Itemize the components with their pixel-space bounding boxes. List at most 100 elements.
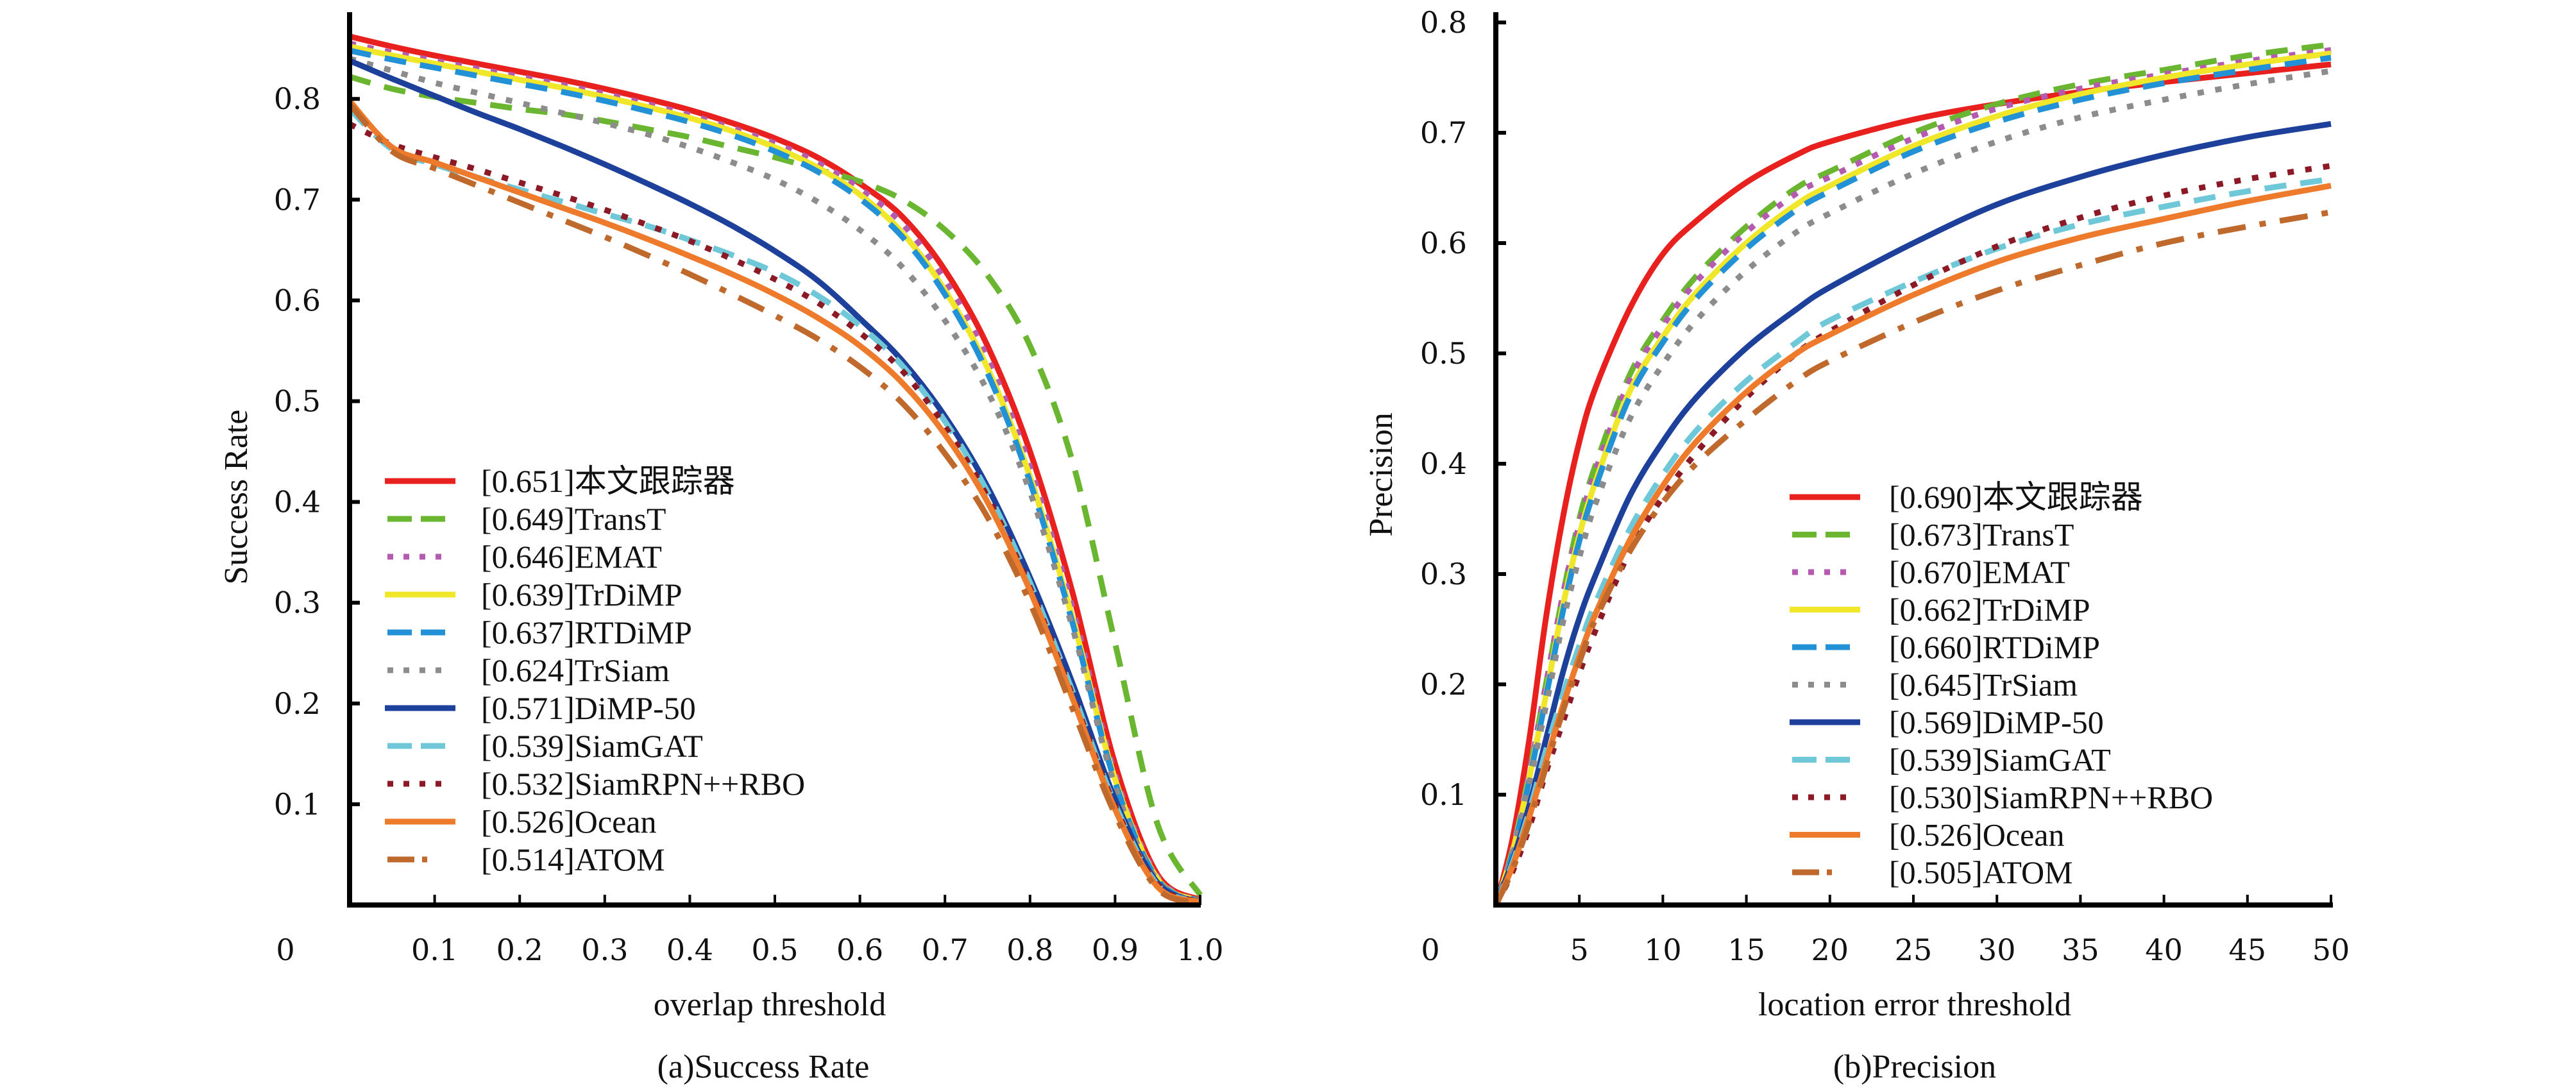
legend-item: [0.624]TrSiam bbox=[387, 652, 670, 688]
y-tick-label: 0.3 bbox=[274, 586, 321, 620]
series-line-atom bbox=[347, 102, 1201, 906]
y-axis-label: Success Rate bbox=[218, 410, 255, 585]
legend-label: [0.662]TrDiMP bbox=[1889, 592, 2090, 628]
y-tick-label: 0.1 bbox=[274, 787, 321, 822]
legend-item: [0.670]EMAT bbox=[1792, 554, 2070, 590]
y-tick-label: 0.7 bbox=[274, 182, 321, 217]
y-tick-label: 0.8 bbox=[1420, 5, 1467, 40]
y-tick-label: 0.2 bbox=[1420, 667, 1467, 702]
legend-label: [0.530]SiamRPN++RBO bbox=[1889, 779, 2213, 815]
legend-label: [0.539]SiamGAT bbox=[481, 728, 703, 764]
x-tick-label: 15 bbox=[1727, 933, 1765, 967]
x-tick-label: 40 bbox=[2145, 933, 2183, 967]
legend-label: [0.505]ATOM bbox=[1889, 854, 2073, 890]
series-line-trsiam bbox=[348, 56, 1201, 904]
y-tick-label: 0.1 bbox=[1420, 777, 1467, 812]
x-tick-label: 0.9 bbox=[1092, 933, 1139, 967]
legend-item: [0.526]Ocean bbox=[385, 804, 657, 840]
y-tick-label: 0.5 bbox=[274, 384, 321, 419]
x-tick-label: 30 bbox=[1978, 933, 2016, 967]
series-line-siamgat bbox=[1493, 176, 2332, 906]
legend-label: [0.649]TransT bbox=[481, 501, 666, 537]
x-tick-label: 0.5 bbox=[751, 933, 798, 967]
y-tick-label: 0.6 bbox=[1420, 226, 1467, 260]
y-tick-label: 0.6 bbox=[274, 283, 321, 317]
legend-item: [0.690]本文跟踪器 bbox=[1790, 479, 2143, 515]
series-line-siamrpn-rbo bbox=[1493, 163, 2332, 907]
legend-label: [0.646]EMAT bbox=[481, 539, 662, 575]
legend-label: [0.673]TransT bbox=[1889, 517, 2074, 553]
x-tick-label: 25 bbox=[1895, 933, 1933, 967]
legend-item: [0.637]RTDiMP bbox=[387, 614, 692, 650]
series-line-atom bbox=[1493, 209, 2332, 906]
origin-label: 0 bbox=[1421, 933, 1439, 967]
legend-item: [0.651]本文跟踪器 bbox=[385, 463, 735, 499]
chart-caption: (a)Success Rate bbox=[657, 1049, 870, 1085]
x-axis-label: overlap threshold bbox=[654, 986, 886, 1023]
series-line-dimp-50 bbox=[1493, 121, 2332, 906]
x-axis-label: location error threshold bbox=[1758, 986, 2071, 1023]
legend-item: [0.639]TrDiMP bbox=[385, 577, 682, 613]
legend-label: [0.637]RTDiMP bbox=[481, 614, 692, 650]
legend-label: [0.670]EMAT bbox=[1889, 554, 2070, 590]
legend-label: [0.660]RTDiMP bbox=[1889, 629, 2100, 665]
x-tick-label: 0.1 bbox=[411, 933, 458, 967]
legend-label: [0.571]DiMP-50 bbox=[481, 690, 696, 726]
y-tick-label: 0.4 bbox=[1420, 446, 1467, 481]
series-group bbox=[1493, 41, 2332, 907]
y-axis-label: Precision bbox=[1363, 412, 1400, 537]
ticks-group: 0.1 0.2 0.3 0.4 0.5 0.6 0.7 0.8 0.9 1.0 0.1 0.2 0.3 0… bbox=[274, 81, 1224, 967]
precision-chart: 5 10 15 20 25 30 35 40 45 50 0.1 0.2 0.3 0.4 0.5 0.6 0.7… bbox=[1363, 5, 2350, 1085]
origin-label: 0 bbox=[276, 933, 294, 967]
x-tick-label: 10 bbox=[1644, 933, 1682, 967]
series-line-emat bbox=[349, 40, 1202, 904]
legend-item: [0.645]TrSiam bbox=[1792, 667, 2078, 703]
x-tick-label: 45 bbox=[2229, 933, 2267, 967]
legend-item: [0.505]ATOM bbox=[1792, 854, 2073, 890]
chart-caption: (b)Precision bbox=[1833, 1049, 1996, 1085]
legend-item: [0.673]TransT bbox=[1792, 517, 2074, 553]
legend-item: [0.662]TrDiMP bbox=[1790, 592, 2090, 628]
legend-item: [0.526]Ocean bbox=[1790, 817, 2065, 853]
legend-label: [0.624]TrSiam bbox=[481, 652, 670, 688]
series-line-ocean bbox=[347, 99, 1201, 905]
legend-label: [0.690]本文跟踪器 bbox=[1889, 479, 2143, 515]
legend-label: [0.639]TrDiMP bbox=[481, 577, 682, 613]
legend-item: [0.539]SiamGAT bbox=[1792, 742, 2111, 778]
x-tick-label: 50 bbox=[2312, 933, 2350, 967]
legend-label: [0.569]DiMP-50 bbox=[1889, 704, 2104, 740]
legend: [0.651]本文跟踪器[0.649]TransT[0.646]EMAT[0.6… bbox=[385, 463, 805, 877]
y-tick-label: 0.2 bbox=[274, 686, 321, 721]
legend-label: [0.651]本文跟踪器 bbox=[481, 463, 735, 499]
legend-item: [0.569]DiMP-50 bbox=[1790, 704, 2104, 740]
x-tick-label: 0.4 bbox=[666, 933, 713, 967]
x-tick-label: 35 bbox=[2062, 933, 2099, 967]
legend-item: [0.532]SiamRPN++RBO bbox=[387, 766, 805, 802]
legend-item: [0.539]SiamGAT bbox=[387, 728, 703, 764]
series-group bbox=[347, 33, 1203, 906]
legend-label: [0.539]SiamGAT bbox=[1889, 742, 2111, 778]
legend-label: [0.514]ATOM bbox=[481, 842, 665, 877]
legend-item: [0.646]EMAT bbox=[387, 539, 662, 575]
x-tick-label: 0.8 bbox=[1006, 933, 1053, 967]
x-tick-label: 5 bbox=[1570, 933, 1589, 967]
legend-item: [0.660]RTDiMP bbox=[1792, 629, 2100, 665]
series-line-rtdimp bbox=[1493, 55, 2332, 906]
legend-item: [0.514]ATOM bbox=[387, 842, 665, 877]
x-tick-label: 0.2 bbox=[496, 933, 543, 967]
y-tick-label: 0.7 bbox=[1420, 115, 1467, 150]
series-line-ocean bbox=[1493, 183, 2332, 906]
x-tick-label: 20 bbox=[1811, 933, 1849, 967]
legend-label: [0.526]Ocean bbox=[481, 804, 657, 840]
x-tick-label: 1.0 bbox=[1176, 933, 1223, 967]
y-tick-label: 0.3 bbox=[1420, 557, 1467, 591]
legend-item: [0.571]DiMP-50 bbox=[385, 690, 696, 726]
series-line- bbox=[348, 33, 1202, 903]
legend-label: [0.645]TrSiam bbox=[1889, 667, 2078, 703]
success-rate-chart: 0.1 0.2 0.3 0.4 0.5 0.6 0.7 0.8 0.9 1.0 0.1 0.2 0.3 0… bbox=[218, 12, 1224, 1085]
ticks-group: 5 10 15 20 25 30 35 40 45 50 0.1 0.2 0.3 0.4 0.5 0.6 0.7… bbox=[1420, 5, 2350, 967]
legend-item: [0.530]SiamRPN++RBO bbox=[1792, 779, 2213, 815]
x-tick-label: 0.3 bbox=[581, 933, 628, 967]
x-tick-label: 0.7 bbox=[922, 933, 969, 967]
